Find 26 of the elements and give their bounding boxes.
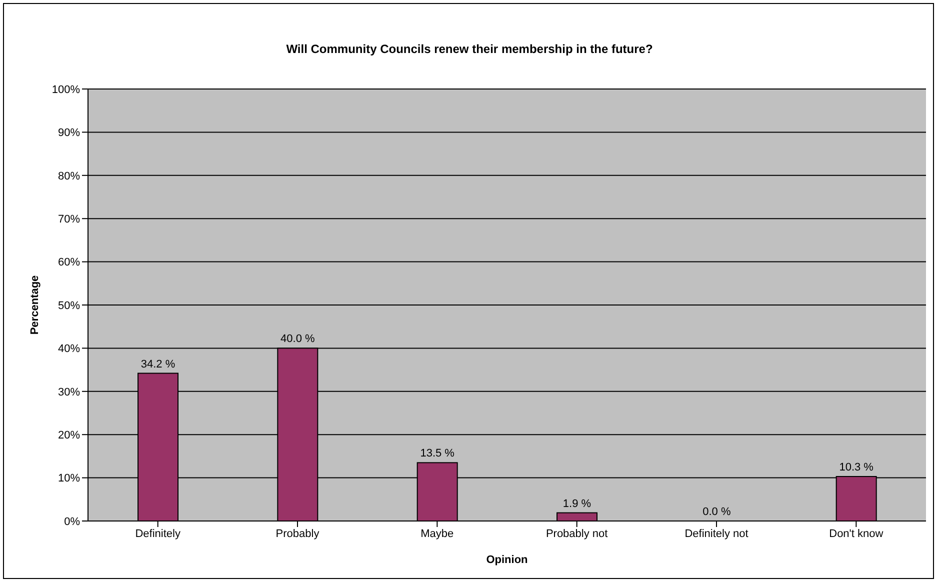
x-tick-label: Maybe (420, 528, 454, 540)
data-label: 1.9 % (562, 498, 592, 510)
data-label: 0.0 % (702, 506, 731, 518)
x-tick-label: Definitely (135, 528, 181, 540)
y-tick-label: 100% (52, 84, 80, 96)
y-tick-label: 30% (58, 386, 80, 398)
data-label: 10.3 % (839, 462, 874, 474)
x-axis-title: Opinion (486, 554, 528, 566)
x-tick-label: Don't know (829, 528, 884, 540)
y-tick-label: 0% (64, 516, 80, 528)
y-axis-title: Percentage (28, 275, 41, 335)
y-tick-label: 70% (58, 214, 80, 226)
data-label: 34.2 % (140, 358, 176, 370)
y-tick-label: 90% (58, 127, 80, 140)
y-tick-label: 20% (58, 430, 80, 442)
data-label: 40.0 % (280, 333, 316, 346)
x-tick-label: Probably (276, 528, 320, 540)
chart-title: Will Community Councils renew their membership in the future? (285, 42, 654, 56)
x-tick-label: Definitely not (684, 528, 748, 540)
x-tick-label: Probably not (546, 528, 608, 540)
y-tick-label: 40% (58, 343, 80, 356)
y-tick-label: 60% (58, 256, 80, 269)
y-tick-label: 50% (58, 300, 80, 312)
y-tick-label: 80% (58, 170, 80, 182)
data-label: 13.5 % (420, 448, 455, 460)
y-tick-label: 10% (58, 472, 80, 485)
